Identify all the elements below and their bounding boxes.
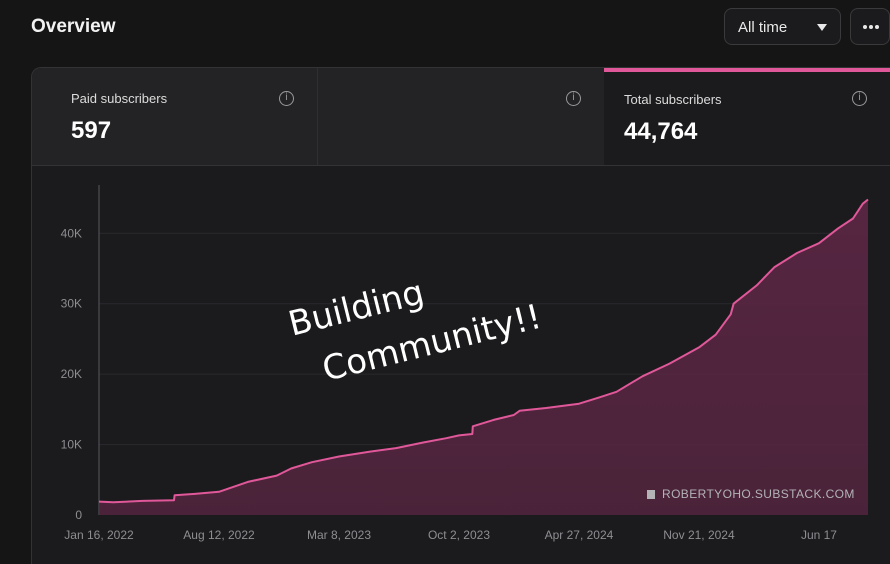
page-header: Overview All time <box>0 0 890 60</box>
x-tick-label: Jan 16, 2022 <box>64 528 134 542</box>
more-options-button[interactable] <box>850 8 890 45</box>
active-tab-indicator <box>604 68 890 72</box>
more-horizontal-icon-dot <box>875 25 879 29</box>
page-title: Overview <box>31 16 116 37</box>
stat-card-blank[interactable]: i <box>318 68 604 165</box>
time-range-dropdown[interactable]: All time <box>724 8 841 45</box>
stat-label: Paid subscribers <box>71 91 168 106</box>
x-tick-label: Aug 12, 2022 <box>183 528 255 542</box>
series-line <box>98 198 869 504</box>
y-tick-label: 0 <box>75 508 82 522</box>
x-tick-label: Oct 2, 2023 <box>428 528 490 542</box>
info-icon[interactable]: i <box>852 91 867 106</box>
y-tick-label: 40K <box>61 226 82 240</box>
series-area <box>99 199 868 515</box>
stat-card-paid-subscribers[interactable]: Paid subscribers 597 i <box>32 68 318 165</box>
stat-card-total-subscribers[interactable]: Total subscribers 44,764 i <box>604 68 890 165</box>
x-tick-label: Mar 8, 2023 <box>307 528 371 542</box>
more-horizontal-icon-dot <box>869 25 873 29</box>
x-tick-label: Apr 27, 2024 <box>545 528 614 542</box>
caret-down-icon <box>817 24 827 31</box>
info-icon[interactable]: i <box>279 91 294 106</box>
info-icon[interactable]: i <box>566 91 581 106</box>
bookmark-icon <box>647 490 655 499</box>
stat-label: Total subscribers <box>624 92 722 107</box>
x-tick-label: Nov 21, 2024 <box>663 528 735 542</box>
y-tick-label: 30K <box>61 297 82 311</box>
divider <box>32 165 890 166</box>
y-tick-label: 10K <box>61 438 82 452</box>
time-range-selected: All time <box>738 19 788 36</box>
watermark: ROBERTYOHO.SUBSTACK.COM <box>647 487 855 501</box>
stat-value: 597 <box>71 117 112 144</box>
watermark-text: ROBERTYOHO.SUBSTACK.COM <box>662 487 855 501</box>
x-tick-label: Jun 17 <box>801 528 837 542</box>
stat-value: 44,764 <box>624 118 698 145</box>
more-horizontal-icon <box>863 25 867 29</box>
y-tick-label: 20K <box>61 367 82 381</box>
